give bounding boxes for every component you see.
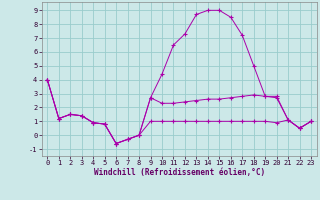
X-axis label: Windchill (Refroidissement éolien,°C): Windchill (Refroidissement éolien,°C): [94, 168, 265, 177]
